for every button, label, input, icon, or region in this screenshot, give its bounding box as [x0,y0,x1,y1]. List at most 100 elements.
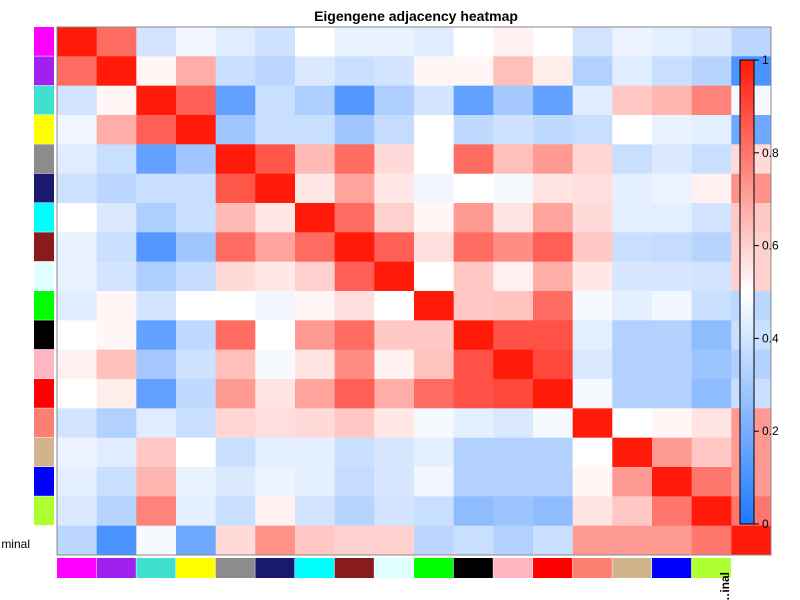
heatmap-cell-16-15 [652,496,693,527]
heatmap-cell-10-5 [255,320,296,351]
heatmap-cell-9-14 [612,291,653,321]
heatmap-cell-10-8 [374,320,415,351]
heatmap-cell-3-6 [295,115,336,145]
heatmap-cell-12-16 [691,379,732,409]
heatmap-cell-4-15 [652,144,693,175]
column-color-swatch-3 [176,558,216,578]
heatmap-cell-9-2 [136,291,177,321]
heatmap-cell-14-4 [215,437,256,468]
heatmap-cell-2-3 [176,85,217,116]
heatmap-cell-12-15 [652,379,693,409]
heatmap-cell-10-13 [572,320,613,351]
heatmap-cell-12-9 [414,379,455,409]
heatmap-cells [57,27,772,556]
heatmap-cell-12-11 [493,379,534,409]
heatmap-cell-1-16 [691,56,732,87]
heatmap-cell-1-4 [215,56,256,87]
heatmap-cell-7-1 [96,232,137,263]
heatmap-cell-2-7 [334,85,375,116]
chart-title: Eigengene adjacency heatmap [314,8,518,24]
heatmap-cell-8-9 [414,261,455,292]
heatmap-cell-16-4 [215,496,256,527]
heatmap-cell-0-10 [453,27,494,57]
heatmap-cell-11-11 [493,349,534,380]
heatmap-cell-6-13 [572,203,613,233]
heatmap-cell-10-12 [533,320,574,351]
heatmap-cell-3-7 [334,115,375,145]
heatmap-cell-6-9 [414,203,455,233]
heatmap-cell-14-8 [374,437,415,468]
heatmap-cell-8-12 [533,261,574,292]
heatmap-cell-7-0 [57,232,98,263]
heatmap-cell-14-2 [136,437,177,468]
heatmap-cell-0-11 [493,27,534,57]
heatmap-cell-11-9 [414,349,455,380]
heatmap-cell-7-5 [255,232,296,263]
heatmap-cell-8-13 [572,261,613,292]
heatmap-cell-12-10 [453,379,494,409]
heatmap-cell-6-4 [215,203,256,233]
heatmap-cell-16-6 [295,496,336,527]
heatmap-cell-1-3 [176,56,217,87]
heatmap-cell-5-10 [453,173,494,204]
heatmap-cell-2-16 [691,85,732,116]
heatmap-cell-12-2 [136,379,177,409]
heatmap-cell-3-1 [96,115,137,145]
heatmap-cell-0-15 [652,27,693,57]
heatmap-cell-4-6 [295,144,336,175]
heatmap-cell-5-1 [96,173,137,204]
heatmap-cell-8-11 [493,261,534,292]
heatmap-cell-15-16 [691,467,732,497]
heatmap-cell-3-10 [453,115,494,145]
heatmap-cell-7-8 [374,232,415,263]
heatmap-cell-4-16 [691,144,732,175]
heatmap-cell-1-14 [612,56,653,87]
heatmap-cell-5-8 [374,173,415,204]
heatmap-cell-5-2 [136,173,177,204]
heatmap-cell-13-15 [652,408,693,439]
heatmap-cell-9-10 [453,291,494,321]
row-color-swatch-7 [34,232,54,262]
heatmap-cell-15-5 [255,467,296,497]
heatmap-cell-14-16 [691,437,732,468]
heatmap-cell-3-14 [612,115,653,145]
heatmap-cell-3-2 [136,115,177,145]
column-color-swatch-17 [731,558,771,578]
heatmap-cell-7-11 [493,232,534,263]
heatmap-cell-16-3 [176,496,217,527]
heatmap-cell-3-8 [374,115,415,145]
heatmap-cell-2-0 [57,85,98,116]
column-color-swatch-12 [533,558,573,578]
heatmap-cell-13-14 [612,408,653,439]
heatmap-cell-15-11 [493,467,534,497]
heatmap-cell-1-12 [533,56,574,87]
heatmap-cell-11-15 [652,349,693,380]
heatmap-cell-8-3 [176,261,217,292]
heatmap-cell-0-6 [295,27,336,57]
heatmap-cell-15-12 [533,467,574,497]
heatmap-cell-5-12 [533,173,574,204]
heatmap-cell-0-3 [176,27,217,57]
heatmap-cell-10-4 [215,320,256,351]
heatmap-cell-15-15 [652,467,693,497]
heatmap-cell-3-0 [57,115,98,145]
heatmap-cell-3-9 [414,115,455,145]
colorbar-tick-label-4: 0.8 [762,146,779,160]
heatmap-cell-17-2 [136,525,177,556]
heatmap-cell-2-8 [374,85,415,116]
heatmap-cell-17-8 [374,525,415,556]
heatmap-cell-7-6 [295,232,336,263]
heatmap-cell-5-13 [572,173,613,204]
heatmap-cell-11-1 [96,349,137,380]
heatmap-cell-16-9 [414,496,455,527]
heatmap-cell-10-0 [57,320,98,351]
heatmap-cell-14-13 [572,437,613,468]
row-color-swatch-13 [34,408,54,438]
heatmap-cell-17-3 [176,525,217,556]
heatmap-cell-2-9 [414,85,455,116]
column-color-swatch-4 [215,558,255,578]
heatmap-cell-8-8 [374,261,415,292]
heatmap-cell-15-7 [334,467,375,497]
heatmap-cell-14-5 [255,437,296,468]
heatmap-cell-16-13 [572,496,613,527]
